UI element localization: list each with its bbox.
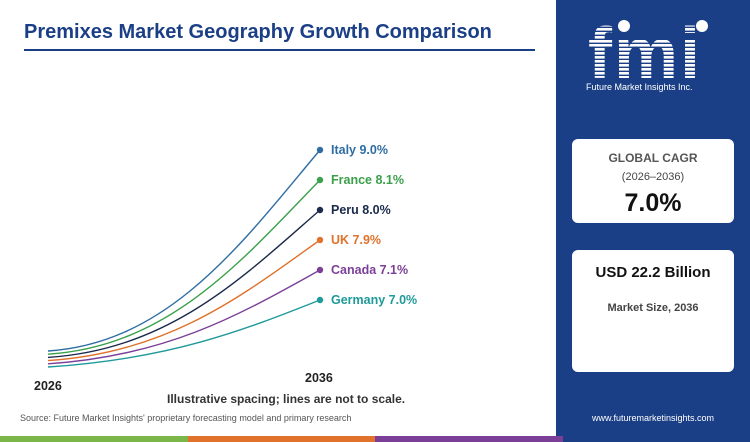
chart-title: Premixes Market Geography Growth Compari…: [24, 21, 492, 43]
series-point-france: [316, 176, 324, 184]
svg-text:fmi: fmi: [588, 14, 702, 94]
cagr-period: (2026–2036): [621, 171, 685, 183]
market-size-card: USD 22.2 Billion Market Size, 2036: [572, 250, 734, 372]
bottom-color-bar: [0, 436, 750, 442]
market-size-value: USD 22.2 Billion: [595, 264, 711, 281]
market-size-label: Market Size, 2036: [607, 302, 699, 314]
website-link[interactable]: www.futuremarketinsights.com: [591, 413, 715, 423]
series-line-peru: [47, 209, 321, 359]
fmi-logo: fmi: [588, 14, 708, 94]
cagr-title: GLOBAL CAGR: [608, 151, 698, 165]
bottom-bar-segment: [375, 436, 563, 442]
x-tick-start: 2026: [34, 379, 62, 393]
series-line-uk: [47, 239, 321, 362]
series-line-canada: [47, 269, 321, 365]
bottom-bar-segment: [562, 436, 750, 442]
x-tick-end: 2036: [305, 371, 333, 385]
cagr-value: 7.0%: [624, 189, 682, 217]
series-lines: [47, 149, 321, 368]
series-point-canada: [316, 266, 324, 274]
series-point-uk: [316, 236, 324, 244]
series-label-canada: Canada 7.1%: [331, 263, 408, 277]
growth-chart: Italy 9.0% France 8.1% Peru 8.0% UK 7.9% Can…: [34, 143, 417, 393]
scale-note: Illustrative spacing; lines are not to s…: [167, 392, 406, 406]
series-label-italy: Italy 9.0%: [331, 143, 388, 157]
series-point-peru: [316, 206, 324, 214]
series-endpoints: [316, 146, 324, 304]
title-underline: [24, 49, 535, 51]
series-label-france: France 8.1%: [331, 173, 404, 187]
series-line-germany: [47, 299, 321, 368]
series-point-italy: [316, 146, 324, 154]
global-cagr-card: GLOBAL CAGR (2026–2036) 7.0%: [572, 139, 734, 223]
logo-tagline: Future Market Insights Inc.: [586, 82, 693, 92]
series-line-italy: [47, 149, 321, 352]
series-point-germany: [316, 296, 324, 304]
series-labels: Italy 9.0% France 8.1% Peru 8.0% UK 7.9% Can…: [331, 143, 417, 307]
brand-sidebar: fmi Future Market Insights Inc. GLOBAL C…: [556, 0, 750, 436]
series-label-germany: Germany 7.0%: [331, 293, 417, 307]
bottom-bar-segment: [187, 436, 375, 442]
source-note: Source: Future Market Insights' propriet…: [20, 413, 352, 423]
series-line-france: [47, 179, 321, 355]
series-label-peru: Peru 8.0%: [331, 203, 391, 217]
bottom-bar-segment: [0, 436, 188, 442]
series-label-uk: UK 7.9%: [331, 233, 381, 247]
